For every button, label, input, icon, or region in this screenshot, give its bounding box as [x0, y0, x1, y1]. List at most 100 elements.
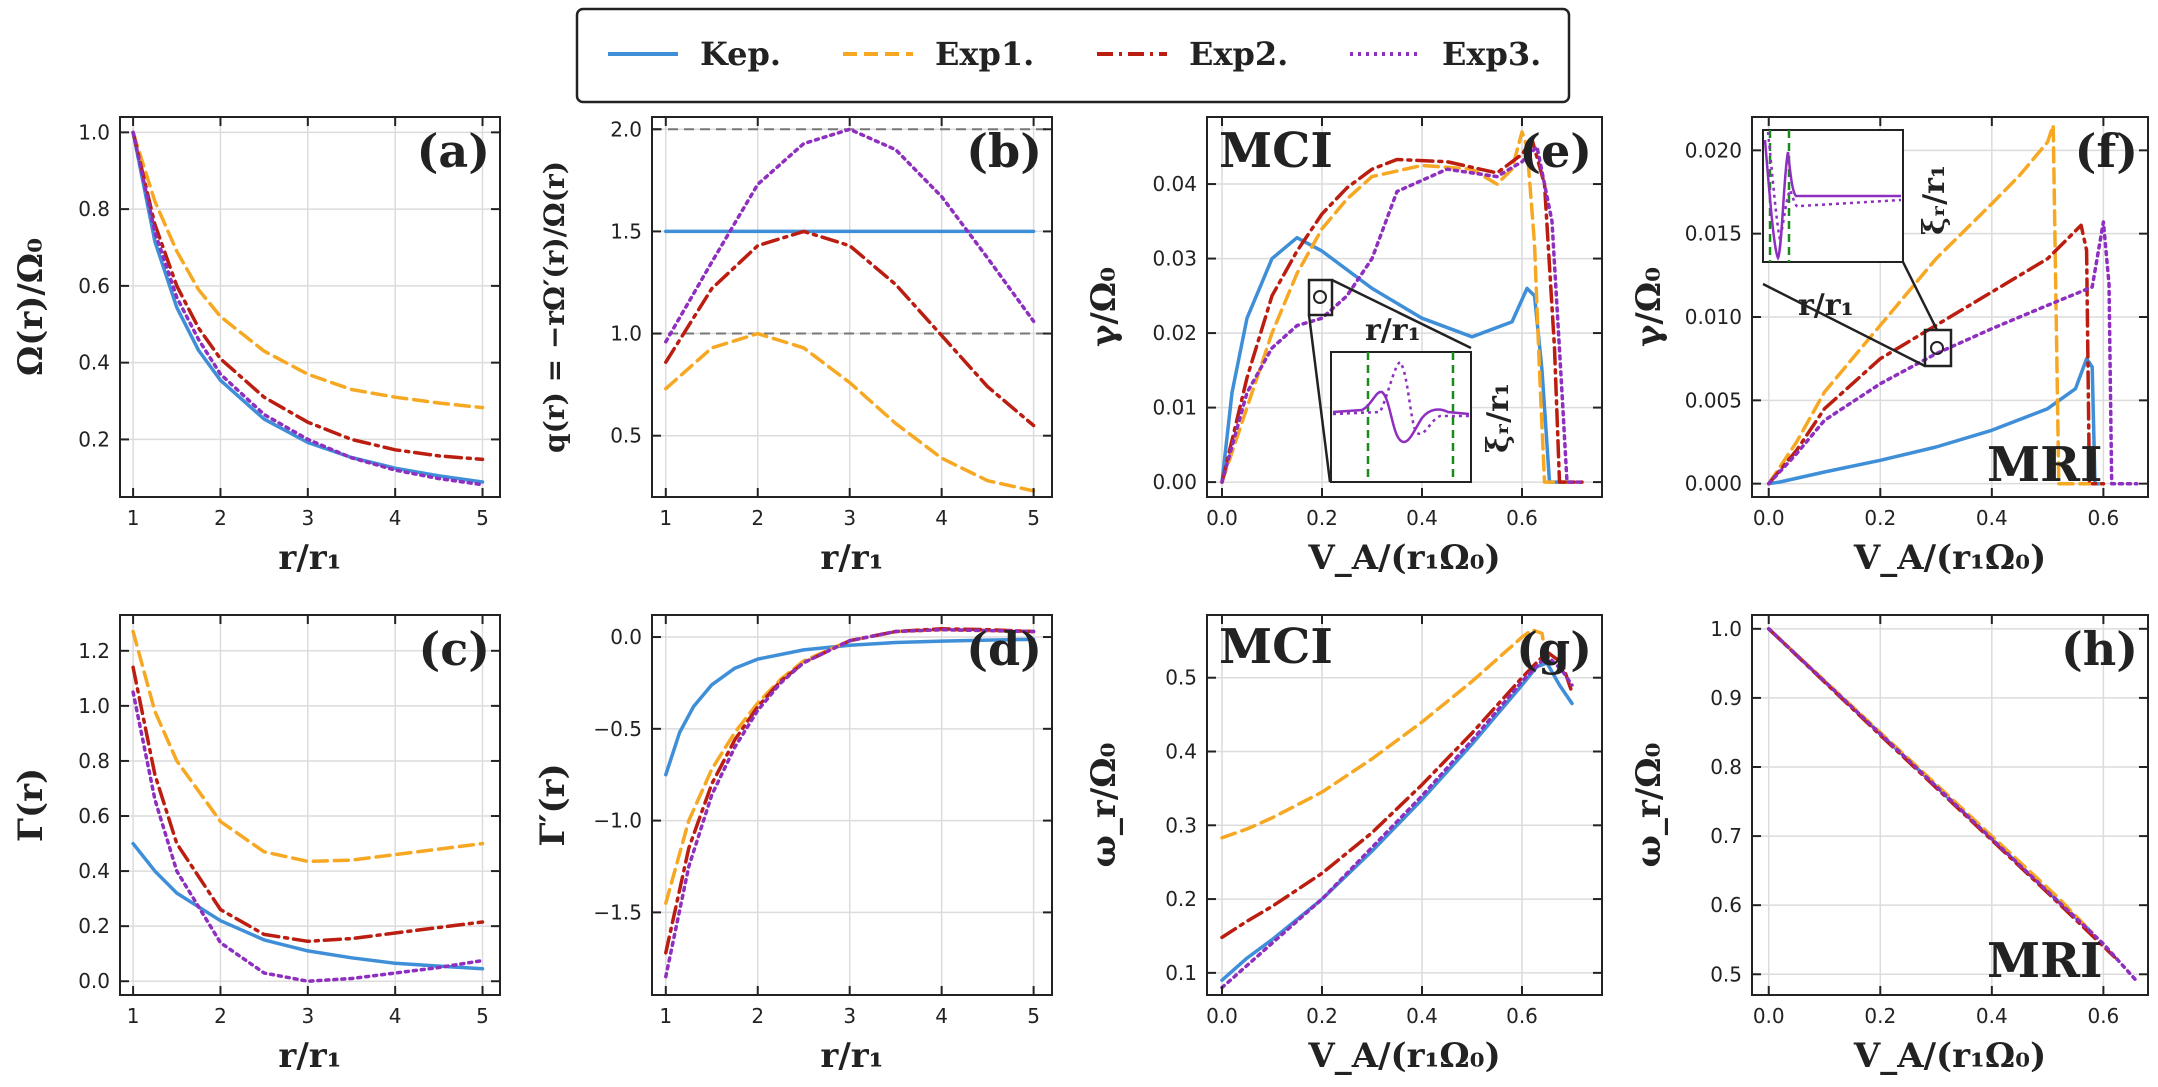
- panel-c-xtick-label: 2: [214, 1004, 227, 1028]
- legend: Kep. Exp1. Exp2. Exp3.: [575, 7, 1571, 104]
- panel-g-frame: [1206, 614, 1603, 996]
- panel-f-series-exp2: [1766, 223, 2106, 486]
- panel-c-series-exp1: [131, 629, 485, 864]
- panel-g-letter: (g): [1516, 622, 1592, 676]
- panel-e-inset-curve-dotted: [1332, 360, 1469, 436]
- panel-h-ytick-label: 0.5: [1710, 962, 1742, 986]
- panel-f-xtick-label: 0.2: [1864, 506, 1896, 530]
- panel-g-series-exp2: [1220, 650, 1574, 940]
- panel-a-ytick-label: 0.8: [78, 197, 110, 221]
- panel-g-xtick-label: 0.6: [1506, 1004, 1538, 1028]
- panel-e-ytick-label: 0.01: [1152, 396, 1197, 420]
- panel-d-frame: [651, 614, 1053, 996]
- panel-d-letter: (d): [966, 622, 1042, 676]
- panel-e-inset-frame: [1330, 351, 1472, 483]
- panel-f-xtick-label: 0.6: [2087, 506, 2119, 530]
- panel-h-ylabel: ω_r/Ω₀: [1629, 743, 1669, 868]
- panel-h-xtick-label: 0.2: [1864, 1004, 1896, 1028]
- panel-h-corner-label: MRI: [1987, 933, 2102, 989]
- panel-h-ytick-label: 0.8: [1710, 755, 1742, 779]
- panel-d: 1 2 3 4 5 −1.5 −1.0 −0.5 0.0 r/r₁ Γ′(r) (d): [533, 614, 1053, 1076]
- panel-h-xlabel: V_A/(r₁Ω₀): [1853, 1036, 2046, 1076]
- panel-d-xlabel: r/r₁: [820, 1036, 883, 1076]
- panel-f-inset: r/r₁ ξᵣ/r₁: [1762, 129, 1953, 368]
- panel-b: 1 2 3 4 5 0.5 1.0 1.5 2.0 r/r₁ q(r) = −rΩ′(r)/Ω(r)…: [538, 116, 1053, 578]
- panel-e-corner-label: MCI: [1219, 123, 1333, 179]
- panel-f-inset-ylabel: ξᵣ/r₁: [1917, 165, 1952, 235]
- panel-e-xtick-label: 0.6: [1506, 506, 1538, 530]
- panel-g-ytick-label: 0.3: [1165, 813, 1197, 837]
- panel-e-connector-1: [1331, 278, 1472, 350]
- panel-g: 0.0 0.2 0.4 0.6 0.1 0.2 0.3 0.4 0.5 V_A/(r₁Ω₀) ω_r…: [1084, 614, 1603, 1076]
- panel-c-letter: (c): [418, 622, 490, 676]
- panel-h-xtick-label: 0.4: [1976, 1004, 2008, 1028]
- panel-a-xtick-label: 4: [389, 506, 402, 530]
- panel-b-series-exp3: [664, 127, 1036, 344]
- panel-f-ytick-label: 0.015: [1685, 222, 1742, 246]
- panel-e-series-kep: [1220, 235, 1574, 484]
- panel-f: 0.0 0.2 0.4 0.6 0.000 0.005 0.010 0.015 0.020 V_A…: [1629, 116, 2149, 578]
- panel-a-series-kep: [131, 130, 485, 484]
- panel-b-ytick-label: 1.0: [610, 322, 642, 346]
- panel-a-ylabel: Ω(r)/Ω₀: [11, 238, 51, 376]
- panel-h-ytick-label: 1.0: [1710, 617, 1742, 641]
- panel-f-ylabel: γ/Ω₀: [1629, 267, 1669, 347]
- panel-h-xtick-label: 0.0: [1753, 1004, 1785, 1028]
- panel-b-xlabel: r/r₁: [820, 538, 883, 578]
- panel-f-ytick-label: 0.020: [1685, 138, 1742, 162]
- panel-c-xlabel: r/r₁: [278, 1036, 341, 1076]
- panel-e-ytick-label: 0.00: [1152, 470, 1197, 494]
- legend-frame: [575, 7, 1571, 104]
- panel-b-xtick-label: 4: [935, 506, 948, 530]
- panel-f-ytick-label: 0.005: [1685, 388, 1742, 412]
- panel-e-xtick-label: 0.4: [1406, 506, 1438, 530]
- panel-f-ytick-label: 0.010: [1685, 305, 1742, 329]
- panel-b-xtick-label: 2: [751, 506, 764, 530]
- panel-e-xtick-label: 0.2: [1306, 506, 1338, 530]
- panel-f-xtick-label: 0.0: [1753, 506, 1785, 530]
- panel-g-xtick-label: 0.2: [1306, 1004, 1338, 1028]
- panel-b-xtick-label: 5: [1027, 506, 1040, 530]
- panel-f-series-exp3: [1766, 220, 2139, 486]
- panel-e-inset-curve-solid: [1332, 390, 1470, 444]
- panel-b-xtick-label: 1: [659, 506, 672, 530]
- panel-f-connector-2: [1901, 261, 1939, 331]
- panel-e-inset-xlabel: r/r₁: [1365, 313, 1421, 348]
- panel-c-xtick-label: 4: [389, 1004, 402, 1028]
- legend-label-exp2: Exp2.: [1189, 35, 1288, 73]
- panel-b-ytick-label: 1.5: [610, 219, 642, 243]
- panel-e-connector-2: [1307, 314, 1332, 483]
- panel-a-xtick-label: 5: [476, 506, 489, 530]
- panel-f-series-exp1: [1766, 123, 2106, 486]
- panel-d-series-exp3: [664, 627, 1036, 979]
- panel-d-xtick-label: 3: [843, 1004, 856, 1028]
- panel-c-ytick-label: 1.0: [78, 694, 110, 718]
- panel-a-series-exp2: [131, 130, 485, 462]
- panel-a-ytick-label: 0.2: [78, 427, 110, 451]
- panel-f-letter: (f): [2075, 124, 2138, 178]
- panel-d-xtick-label: 4: [935, 1004, 948, 1028]
- panel-c: 1 2 3 4 5 0.0 0.2 0.4 0.6 0.8 1.0 1.2 r/r₁ Γ(r) (c): [11, 614, 501, 1076]
- panel-a-ytick-label: 1.0: [78, 120, 110, 144]
- panel-e-zoom-marker: [1307, 278, 1334, 317]
- panel-d-ytick-label: −1.0: [593, 809, 642, 833]
- panel-b-ylabel: q(r) = −rΩ′(r)/Ω(r): [538, 161, 571, 453]
- panel-e-series-exp3: [1220, 145, 1584, 484]
- panel-d-xtick-label: 1: [659, 1004, 672, 1028]
- panel-d-xtick-label: 2: [751, 1004, 764, 1028]
- panel-e-series-exp1: [1220, 130, 1574, 484]
- panel-c-ytick-label: 0.0: [78, 969, 110, 993]
- panel-g-ytick-label: 0.2: [1165, 887, 1197, 911]
- panel-h: 0.0 0.2 0.4 0.6 0.5 0.6 0.7 0.8 0.9 1.0 V_A/(r₁Ω₀)…: [1629, 614, 2149, 1076]
- panel-f-inset-curve-dotted: [1766, 131, 1902, 241]
- panel-d-ylabel: Γ′(r): [533, 763, 573, 846]
- panel-e-ytick-label: 0.04: [1152, 172, 1197, 196]
- legend-label-exp3: Exp3.: [1442, 35, 1541, 73]
- panel-g-ytick-label: 0.5: [1165, 666, 1197, 690]
- panel-h-frame: [1751, 614, 2149, 996]
- panel-c-ytick-label: 0.6: [78, 804, 110, 828]
- panel-b-series-exp1: [664, 331, 1036, 493]
- panel-d-series-kep: [664, 637, 1036, 777]
- panel-h-ytick-label: 0.6: [1710, 893, 1742, 917]
